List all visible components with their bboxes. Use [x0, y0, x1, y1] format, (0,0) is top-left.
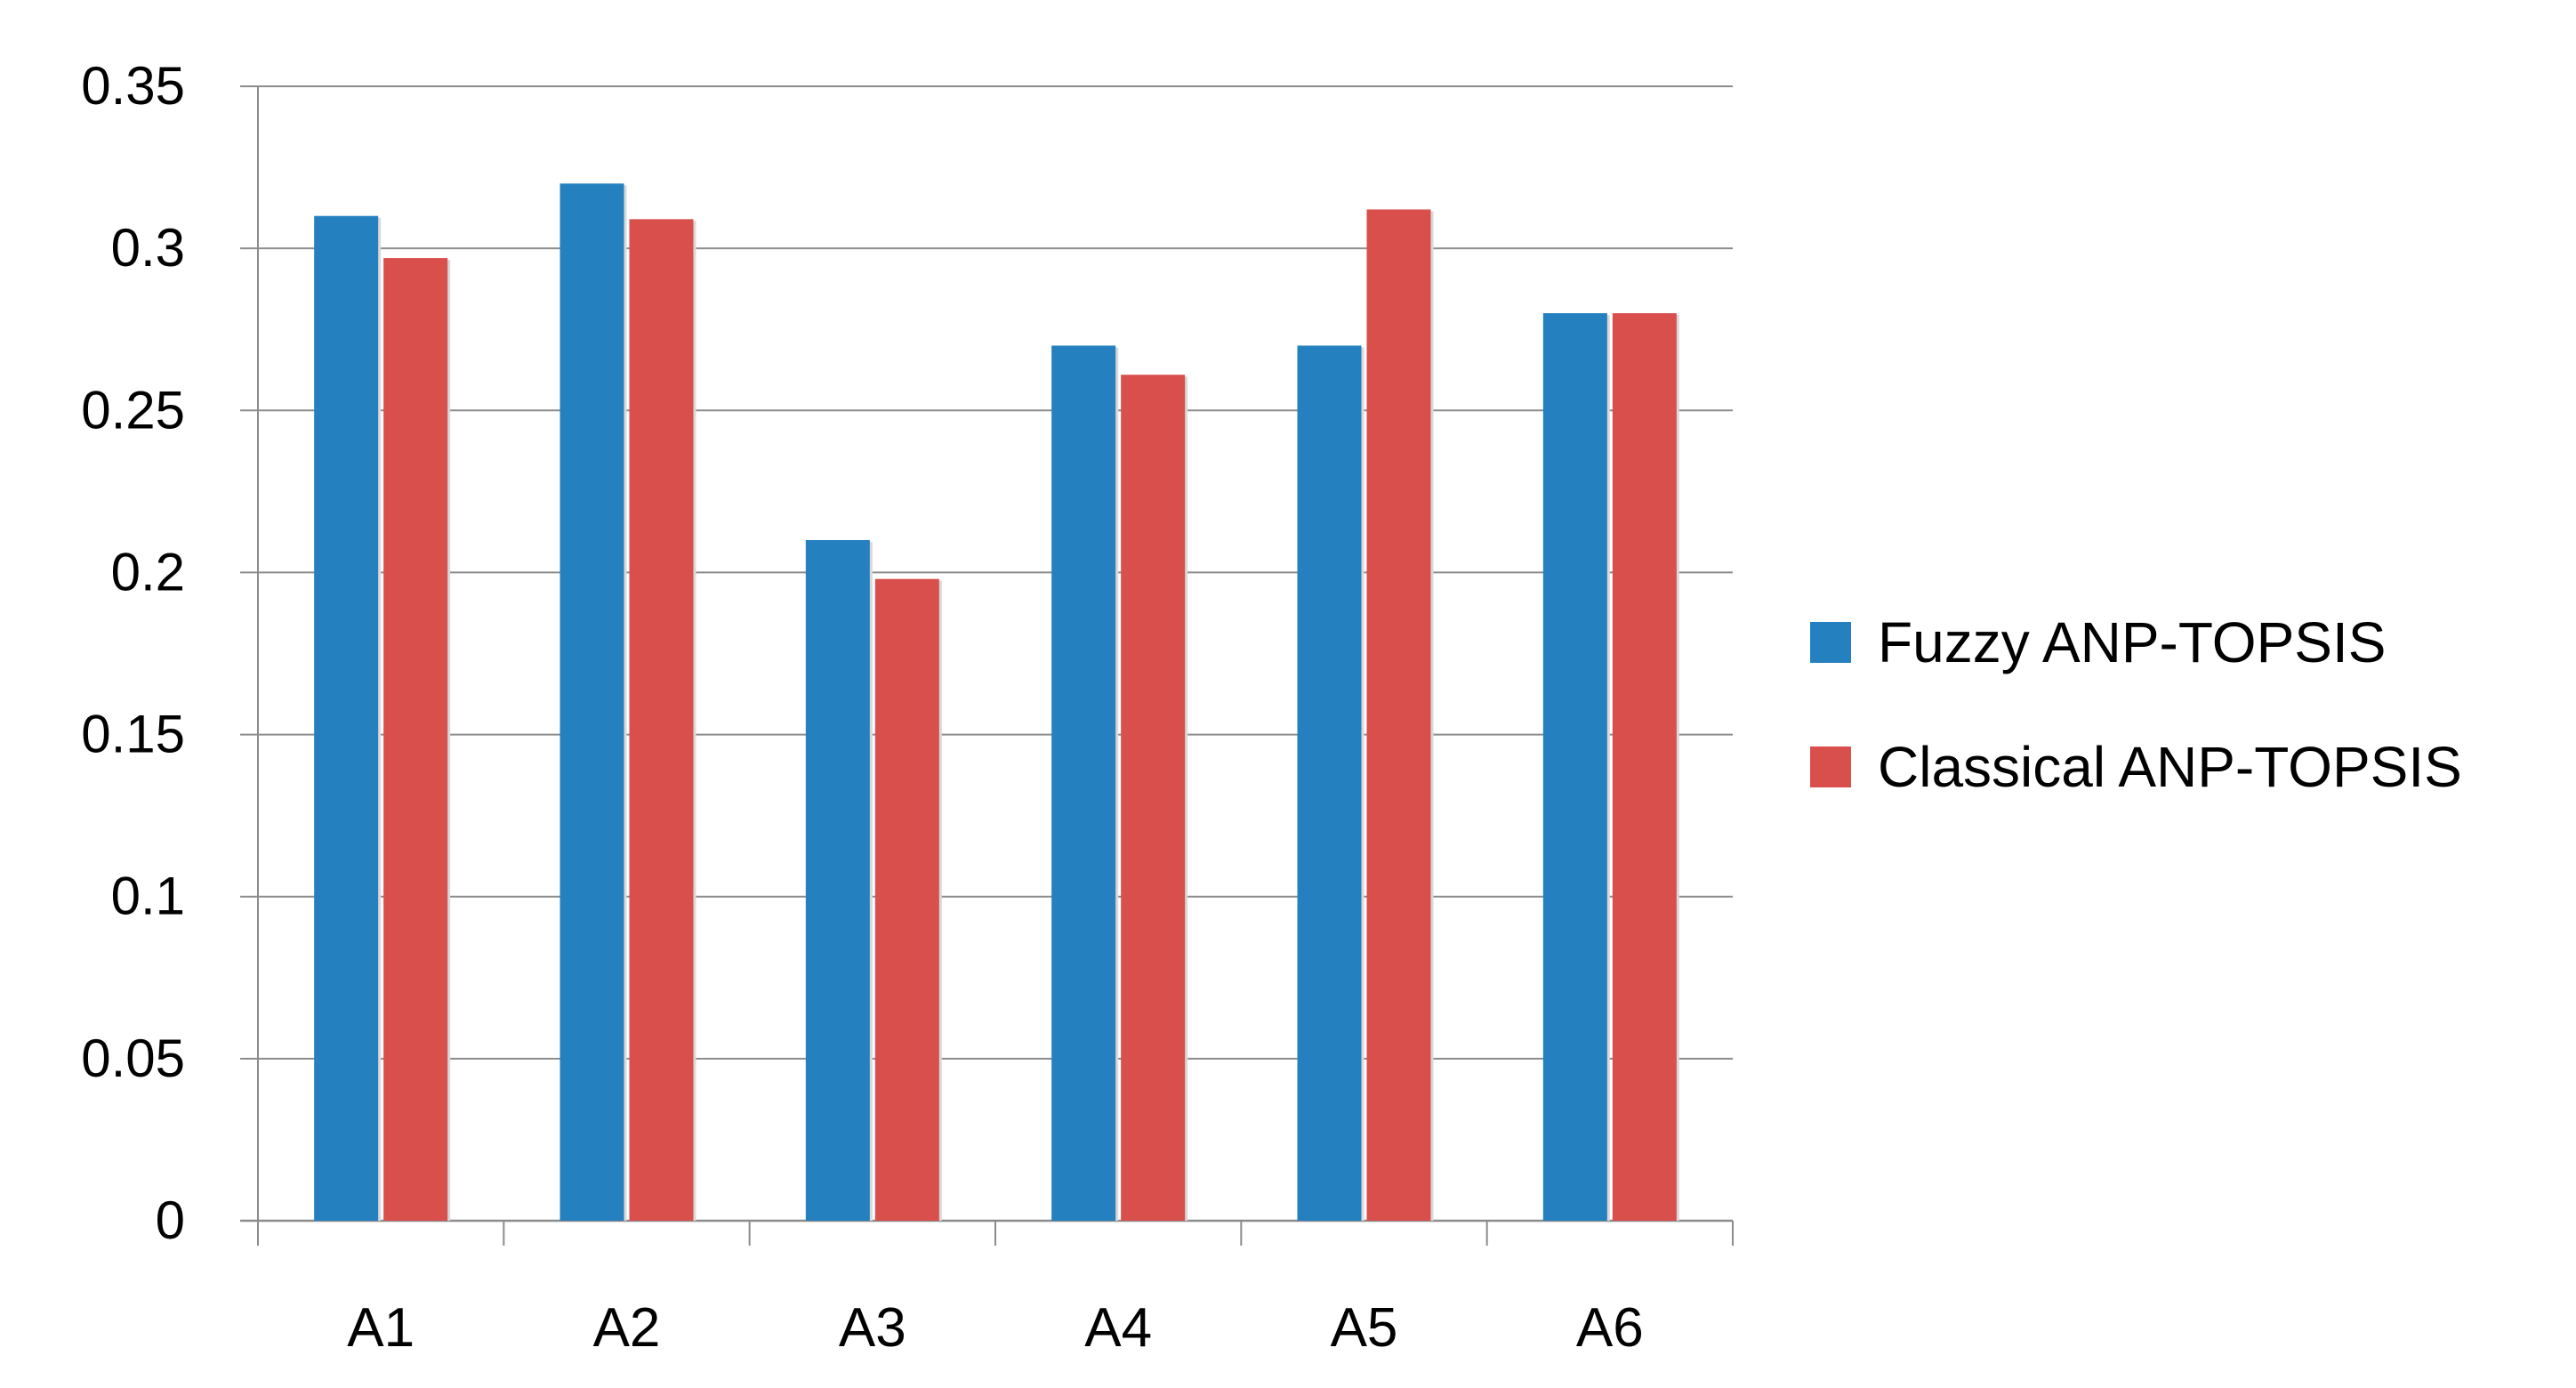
bar-fuzzy-a1 — [314, 215, 379, 1222]
bars — [314, 183, 1679, 1222]
x-tick-label: A3 — [839, 1297, 906, 1359]
y-tick-label: 0.25 — [81, 380, 185, 440]
bar-fuzzy-a5 — [1297, 345, 1362, 1221]
x-tick-label: A5 — [1331, 1297, 1398, 1359]
x-tick-label: A6 — [1576, 1297, 1644, 1359]
bar-fuzzy-a2 — [559, 183, 624, 1221]
bar-fuzzy-a6 — [1542, 313, 1607, 1221]
x-tick-label: A4 — [1084, 1297, 1152, 1359]
y-tick-label: 0.1 — [111, 867, 185, 926]
y-tick-label: 0.2 — [111, 542, 185, 601]
bar-classical-a6 — [1612, 313, 1677, 1221]
bar-fuzzy-a4 — [1051, 345, 1116, 1221]
y-tick-labels: 0 0.05 0.1 0.15 0.2 0.25 0.3 0.35 — [81, 56, 185, 1250]
bar-classical-a3 — [874, 578, 939, 1221]
y-tick-label: 0.05 — [81, 1029, 185, 1088]
x-tick-labels: A1 A2 A3 A4 A5 A6 — [347, 1297, 1644, 1359]
gridlines — [240, 85, 1733, 1060]
y-tick-label: 0.15 — [81, 705, 185, 764]
bar-classical-a5 — [1366, 209, 1431, 1221]
legend: Fuzzy ANP-TOPSIS Classical ANP-TOPSIS — [1810, 610, 2462, 799]
x-tick-label: A2 — [593, 1297, 661, 1359]
x-tick-label: A1 — [347, 1297, 415, 1359]
legend-label: Classical ANP-TOPSIS — [1878, 735, 2462, 799]
legend-label: Fuzzy ANP-TOPSIS — [1878, 610, 2386, 674]
legend-swatch — [1810, 746, 1851, 787]
bar-classical-a2 — [629, 219, 694, 1221]
y-tick-label: 0 — [156, 1190, 185, 1250]
legend-swatch — [1810, 622, 1851, 663]
bar-fuzzy-a3 — [805, 540, 870, 1221]
bar-classical-a4 — [1121, 375, 1186, 1221]
axes — [240, 86, 1734, 1246]
bar-classical-a1 — [383, 258, 448, 1222]
y-tick-label: 0.3 — [111, 218, 185, 278]
y-tick-label: 0.35 — [81, 56, 185, 116]
